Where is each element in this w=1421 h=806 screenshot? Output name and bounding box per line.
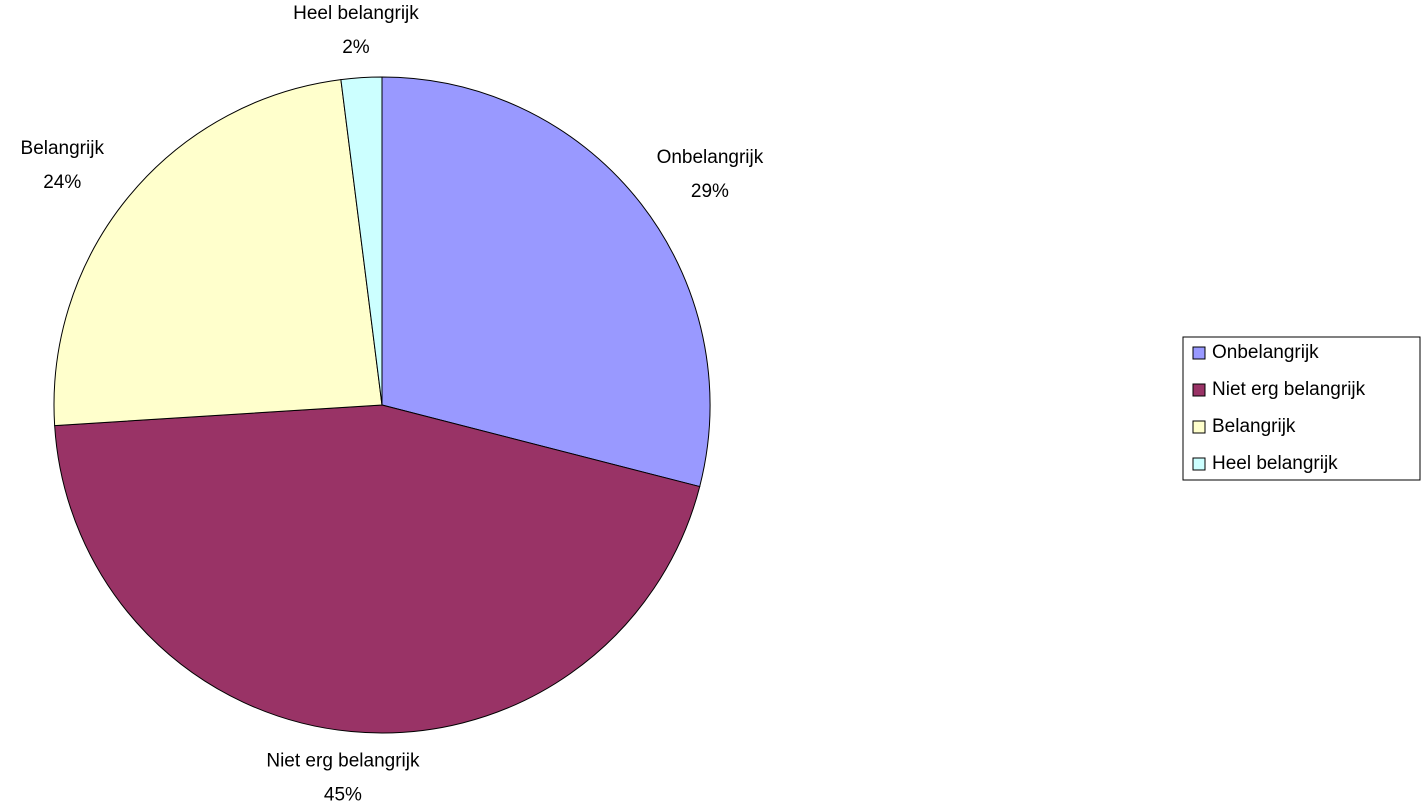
legend-swatch	[1192, 457, 1206, 471]
data-label-value: 29%	[691, 181, 729, 202]
pie-slice	[381, 76, 711, 488]
legend-label: Niet erg belangrijk	[1212, 379, 1366, 400]
legend-label: Belangrijk	[1212, 416, 1296, 437]
pie-slice	[340, 76, 383, 406]
data-label-name: Niet erg belangrijk	[266, 750, 420, 771]
legend-swatch	[1192, 346, 1206, 360]
legend-swatch	[1192, 383, 1206, 397]
legend-label: Onbelangrijk	[1212, 342, 1319, 363]
data-label-value: 45%	[324, 784, 362, 805]
data-labels: Onbelangrijk 29% Niet erg belangrijk 45% Bel…	[21, 3, 764, 806]
data-label-value: 2%	[342, 37, 370, 58]
legend-box	[1182, 336, 1421, 481]
data-label-name: Onbelangrijk	[657, 147, 764, 168]
data-label-value: 24%	[43, 172, 81, 193]
legend-label: Heel belangrijk	[1212, 453, 1338, 474]
legend: Onbelangrijk Niet erg belangrijk Belangrij…	[1182, 336, 1421, 481]
data-label-name: Belangrijk	[21, 138, 105, 159]
data-label-name: Heel belangrijk	[293, 3, 419, 24]
pie-slice	[53, 79, 383, 427]
pie	[53, 76, 711, 734]
legend-swatch	[1192, 420, 1206, 434]
pie-slice	[54, 404, 701, 734]
